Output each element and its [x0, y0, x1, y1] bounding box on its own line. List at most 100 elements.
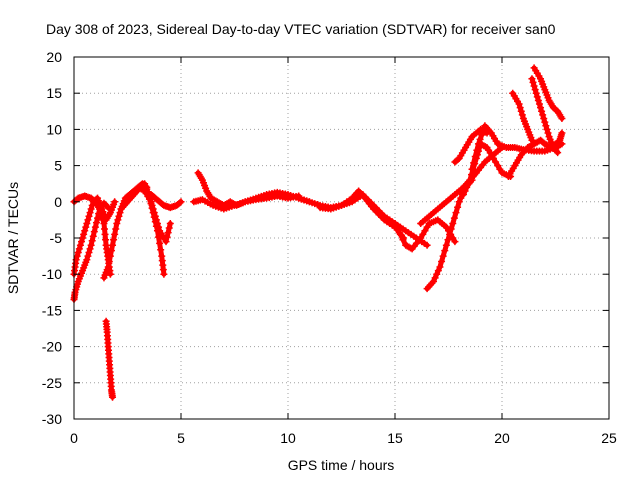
- data-point-plus-marker: [542, 122, 550, 130]
- data-point-plus-marker: [463, 183, 471, 191]
- data-point-plus-marker: [84, 252, 92, 260]
- data-point-plus-marker: [152, 216, 160, 224]
- data-point-plus-marker: [459, 191, 467, 199]
- data-point-plus-marker: [156, 239, 164, 247]
- data-point-plus-marker: [434, 267, 442, 275]
- data-point-plus-marker: [436, 263, 444, 271]
- data-point-plus-marker: [151, 212, 159, 220]
- data-point-plus-marker: [543, 125, 551, 133]
- series-arc-19: [509, 89, 536, 144]
- data-point-plus-marker: [528, 136, 536, 144]
- data-point-plus-marker: [528, 75, 536, 83]
- data-point-plus-marker: [446, 230, 454, 238]
- data-point-plus-marker: [77, 238, 85, 246]
- data-point-plus-marker: [430, 277, 438, 285]
- data-point-plus-marker: [87, 205, 95, 213]
- y-tick-label: -25: [42, 375, 62, 391]
- data-point-plus-marker: [162, 238, 170, 246]
- series-arc-12: [316, 191, 431, 249]
- data-point-plus-marker: [483, 129, 491, 137]
- x-tick-label: 15: [387, 430, 403, 446]
- data-point-plus-marker: [489, 154, 497, 162]
- data-point-plus-marker: [515, 100, 523, 108]
- y-tick-label: -30: [42, 411, 62, 427]
- data-point-plus-marker: [91, 223, 99, 231]
- data-point-plus-marker: [165, 224, 173, 232]
- series-arc-11: [295, 187, 408, 242]
- data-point-plus-marker: [394, 225, 402, 233]
- data-point-plus-marker: [530, 82, 538, 90]
- data-point-plus-marker: [96, 205, 104, 213]
- data-point-plus-marker: [98, 212, 106, 220]
- data-point-plus-marker: [423, 241, 431, 249]
- data-point-plus-marker: [75, 245, 83, 253]
- data-point-plus-marker: [149, 205, 157, 213]
- data-point-plus-marker: [455, 198, 463, 206]
- data-point-plus-marker: [540, 115, 548, 123]
- data-point-plus-marker: [110, 236, 118, 244]
- y-tick-label: -5: [50, 230, 63, 246]
- data-point-plus-marker: [163, 233, 171, 241]
- data-point-plus-marker: [442, 241, 450, 249]
- data-point-plus-marker: [464, 180, 472, 188]
- data-point-plus-marker: [150, 209, 158, 217]
- data-point-plus-marker: [80, 230, 88, 238]
- x-tick-label: 10: [280, 430, 296, 446]
- data-point-plus-marker: [87, 241, 95, 249]
- data-point-plus-marker: [106, 252, 114, 260]
- chart-title: Day 308 of 2023, Sidereal Day-to-day VTE…: [46, 21, 556, 37]
- x-axis-label: GPS time / hours: [288, 457, 395, 473]
- y-tick-label: 15: [46, 85, 62, 101]
- data-point-plus-marker: [83, 220, 91, 228]
- data-point-plus-marker: [84, 216, 92, 224]
- data-point-plus-marker: [449, 220, 457, 228]
- data-point-plus-marker: [391, 220, 399, 228]
- data-point-plus-marker: [107, 247, 115, 255]
- data-point-plus-marker: [88, 237, 96, 245]
- series-arc-18: [504, 129, 566, 180]
- data-point-plus-marker: [461, 187, 469, 195]
- data-point-plus-marker: [452, 209, 460, 217]
- data-point-plus-marker: [529, 78, 537, 86]
- data-point-plus-marker: [534, 96, 542, 104]
- data-point-plus-marker: [76, 241, 84, 249]
- data-point-plus-marker: [518, 111, 526, 119]
- series-arc-20: [530, 64, 566, 123]
- data-point-plus-marker: [153, 220, 161, 228]
- data-point-plus-marker: [114, 216, 122, 224]
- data-point-plus-marker: [450, 214, 458, 222]
- data-point-plus-marker: [176, 199, 184, 207]
- data-point-plus-marker: [83, 256, 91, 264]
- data-point-plus-marker: [85, 212, 93, 220]
- data-point-plus-marker: [85, 248, 93, 256]
- data-point-plus-marker: [494, 162, 502, 170]
- data-point-plus-marker: [431, 274, 439, 282]
- data-point-plus-marker: [516, 104, 524, 112]
- y-tick-label: -15: [42, 302, 62, 318]
- y-axis-ticks: -30 -25 -20 -15 -10 -5 0 5 10 15 20: [42, 49, 609, 427]
- data-point-plus-marker: [454, 203, 462, 211]
- data-point-plus-marker: [419, 230, 427, 238]
- data-point-plus-marker: [433, 270, 441, 278]
- data-point-plus-marker: [538, 107, 546, 115]
- data-point-plus-marker: [473, 146, 481, 154]
- data-point-plus-marker: [166, 220, 174, 228]
- x-tick-label: 5: [177, 430, 185, 446]
- data-point-plus-marker: [105, 258, 113, 266]
- x-tick-label: 0: [70, 430, 78, 446]
- data-point-plus-marker: [111, 198, 119, 206]
- data-point-plus-marker: [160, 270, 168, 278]
- data-point-plus-marker: [423, 223, 431, 231]
- data-point-plus-marker: [466, 176, 474, 184]
- series-arc-14: [423, 176, 476, 293]
- data-point-plus-marker: [492, 158, 500, 166]
- data-point-plus-marker: [115, 212, 123, 220]
- data-point-plus-marker: [553, 147, 561, 155]
- data-point-plus-marker: [90, 228, 98, 236]
- y-tick-label: 0: [54, 194, 62, 210]
- data-point-plus-marker: [533, 93, 541, 101]
- data-point-plus-marker: [81, 227, 89, 235]
- data-point-plus-marker: [86, 245, 94, 253]
- series-arc-21: [528, 75, 562, 157]
